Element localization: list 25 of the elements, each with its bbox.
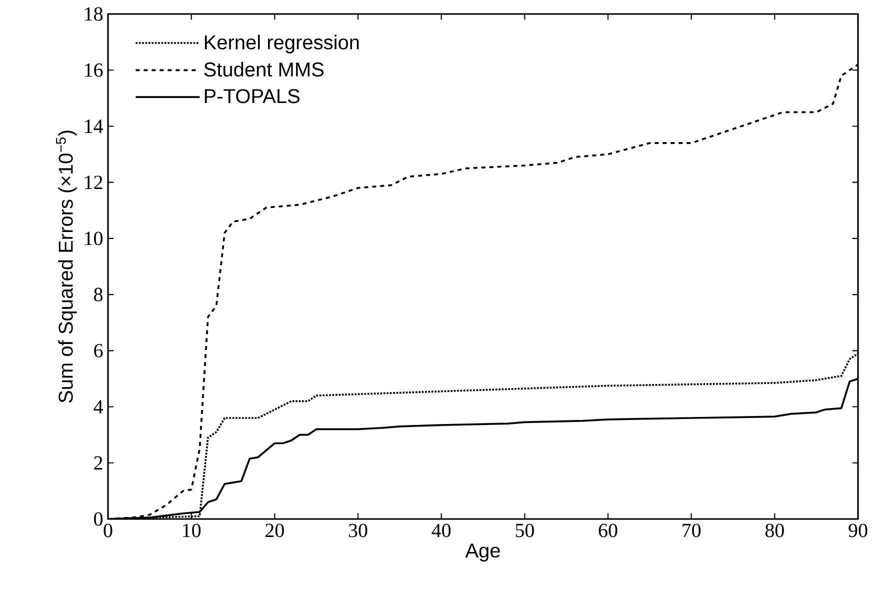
x-tick-label: 80 <box>765 524 784 538</box>
y-tick-label: 8 <box>94 288 103 302</box>
y-tick-label: 2 <box>94 456 102 470</box>
x-tick-label: 20 <box>266 524 284 538</box>
y-tick-label: 12 <box>85 176 102 189</box>
legend-label: P-TOPALS <box>204 89 300 104</box>
legend-label: Kernel regression <box>204 34 359 54</box>
y-tick-label: 4 <box>94 400 103 414</box>
x-tick-label: 60 <box>598 524 618 538</box>
y-tick-label: 14 <box>85 120 103 133</box>
x-tick-label: 50 <box>516 524 534 538</box>
legend-label: Student MMS <box>204 62 324 77</box>
x-axis-title: Age <box>465 544 500 562</box>
x-tick-label: 90 <box>848 524 868 538</box>
x-tick-label: 0 <box>104 524 112 538</box>
x-tick-label: 40 <box>432 524 451 538</box>
x-tick-label: 70 <box>682 524 701 538</box>
y-tick-label: 18 <box>85 7 103 21</box>
y-tick-label: 0 <box>94 512 103 526</box>
y-tick-label: 10 <box>85 232 103 246</box>
x-tick-label: 10 <box>183 524 201 538</box>
x-tick-label: 30 <box>348 524 368 538</box>
y-axis-title: Sum of Squared Errors (×10$^{−5}$) <box>56 130 77 403</box>
y-tick-label: 6 <box>94 344 103 358</box>
y-tick-label: 16 <box>85 63 103 77</box>
